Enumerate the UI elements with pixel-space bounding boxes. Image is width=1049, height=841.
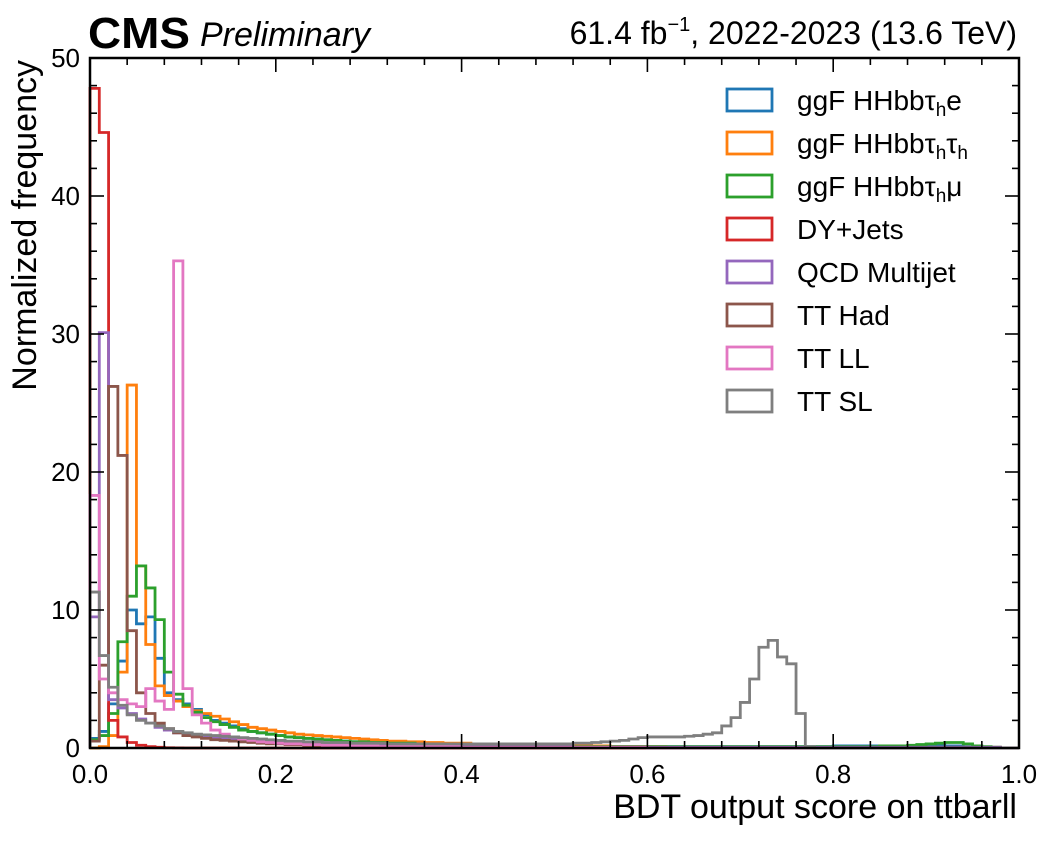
legend-label: TT Had <box>797 300 890 331</box>
legend-label: ggF HHbbτhμ <box>797 171 962 207</box>
y-axis-label: Normalized frequency <box>6 60 44 391</box>
x-tick-label: 0.0 <box>72 759 108 789</box>
x-tick-label: 0.8 <box>815 759 851 789</box>
status-label: Preliminary <box>200 16 372 54</box>
series-6-histogram <box>88 259 1019 750</box>
legend-label: ggF HHbbτhτh <box>797 128 968 164</box>
y-tick-label: 30 <box>51 319 80 349</box>
legend-swatch <box>725 216 774 242</box>
y-tick-label: 40 <box>51 181 80 211</box>
series-5-histogram <box>88 385 1019 750</box>
legend-label: QCD Multijet <box>797 257 956 288</box>
x-tick-label: 1.0 <box>1001 759 1037 789</box>
x-axis-label: BDT output score on ttbarll <box>613 788 1017 826</box>
y-tick-label: 20 <box>51 457 80 487</box>
legend-swatch <box>725 302 774 328</box>
legend-label: ggF HHbbτhe <box>797 85 962 121</box>
y-tick-label: 10 <box>51 595 80 625</box>
legend: ggF HHbbτhe ggF HHbbτhτh ggF HHbbτhμ DY+Jet… <box>725 85 968 417</box>
legend-swatch <box>725 259 774 285</box>
x-tick-label: 0.4 <box>444 759 480 789</box>
x-tick-label: 0.6 <box>629 759 665 789</box>
series-1-histogram <box>90 383 1019 750</box>
lumi-label: 61.4 fb−1, 2022-2023 (13.6 TeV) <box>570 14 1017 51</box>
x-tick-label: 0.2 <box>258 759 294 789</box>
legend-label: TT SL <box>797 386 873 417</box>
legend-label: TT LL <box>797 343 870 374</box>
y-tick-label: 50 <box>51 43 80 73</box>
legend-swatch <box>725 345 774 371</box>
legend-swatch <box>725 130 774 156</box>
series-4-histogram <box>88 331 1019 750</box>
legend-swatch <box>725 87 774 113</box>
legend-swatch <box>725 173 774 199</box>
legend-swatch <box>725 388 774 414</box>
plot-frame <box>88 56 1021 750</box>
experiment-label: CMS <box>88 9 190 58</box>
legend-label: DY+Jets <box>797 214 904 245</box>
y-tick-label: 0 <box>66 733 80 763</box>
series-7-histogram <box>88 590 1019 750</box>
